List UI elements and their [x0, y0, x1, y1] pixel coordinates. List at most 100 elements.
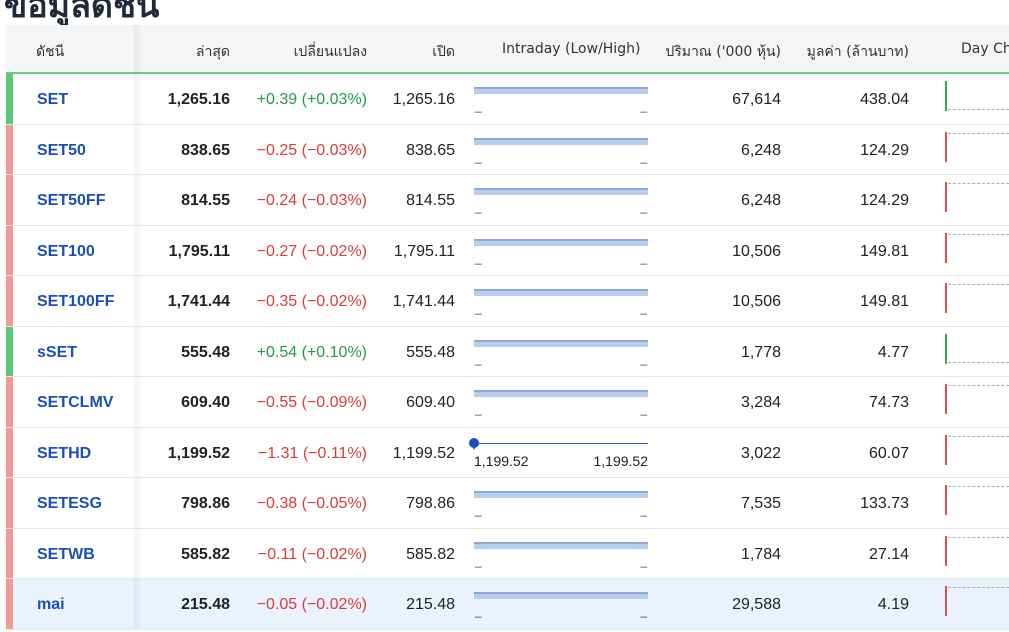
day-chart-line	[945, 232, 947, 263]
price-change: −0.11 (−0.02%)	[257, 545, 367, 563]
volume-value: 10,506	[732, 242, 781, 260]
column-header-open[interactable]: เปิด	[432, 44, 455, 60]
day-chart-baseline	[948, 183, 1009, 184]
sticky-column-shadow	[134, 276, 142, 326]
column-header-volume[interactable]: ปริมาณ ('000 หุ้น)	[665, 44, 781, 60]
day-chart-sparkline[interactable]	[945, 434, 1009, 467]
table-row[interactable]: sSET 555.48 +0.54 (+0.10%) 555.48 _ _ 1,…	[6, 326, 1009, 377]
sticky-column-shadow	[134, 25, 142, 74]
index-link[interactable]: SETCLMV	[37, 394, 114, 411]
volume-value: 3,284	[740, 394, 781, 411]
intraday-range: _ _	[474, 185, 648, 217]
table-row[interactable]: SET50 838.65 −0.25 (−0.03%) 838.65 _ _ 6…	[6, 124, 1009, 175]
intraday-range: _ _	[474, 539, 648, 571]
index-link[interactable]: SETWB	[37, 545, 95, 563]
day-chart-line	[945, 434, 947, 465]
index-link[interactable]: sSET	[37, 343, 78, 361]
column-header-intraday[interactable]: Intraday (Low/High)	[502, 41, 641, 57]
day-chart-line	[945, 384, 947, 414]
day-chart-sparkline[interactable]	[945, 283, 1009, 315]
trade-value: 124.29	[860, 141, 909, 159]
day-chart-sparkline[interactable]	[945, 535, 1009, 568]
day-chart-line	[945, 485, 947, 515]
day-chart-sparkline[interactable]	[945, 384, 1009, 416]
open-price: 609.40	[406, 394, 455, 411]
index-link[interactable]: SET50	[37, 141, 86, 159]
day-chart-sparkline[interactable]	[945, 232, 1009, 265]
intraday-marker-icon	[469, 437, 479, 450]
table-row[interactable]: SETHD 1,199.52 −1.31 (−0.11%) 1,199.52 1…	[6, 427, 1009, 478]
trend-indicator	[6, 579, 13, 629]
intraday-low: _	[475, 149, 482, 164]
table-body: SET 1,265.16 +0.39 (+0.03%) 1,265.16 _ _…	[6, 74, 1009, 630]
intraday-range-bar	[474, 289, 648, 296]
trade-value: 74.73	[868, 394, 909, 411]
index-link[interactable]: SET100	[37, 242, 95, 260]
day-chart-sparkline[interactable]	[945, 131, 1009, 164]
day-chart-sparkline[interactable]	[945, 81, 1009, 113]
sticky-column-shadow	[134, 124, 142, 174]
page-title: ข้อมูลดัชนี	[4, 0, 160, 26]
intraday-high: _	[640, 402, 647, 416]
intraday-range-bar	[474, 238, 648, 246]
table-row[interactable]: SET100FF 1,741.44 −0.35 (−0.02%) 1,741.4…	[6, 276, 1009, 327]
column-header-value[interactable]: มูลค่า (ล้านบาท)	[806, 44, 909, 60]
volume-value: 7,535	[740, 495, 781, 512]
table-row[interactable]: SET 1,265.16 +0.39 (+0.03%) 1,265.16 _ _…	[6, 74, 1009, 125]
table-row[interactable]: mai 215.48 −0.05 (−0.02%) 215.48 _ _ 29,…	[6, 579, 1009, 630]
volume-value: 29,588	[732, 596, 781, 613]
index-link[interactable]: SET50FF	[37, 192, 106, 209]
column-header-index[interactable]: ดัชนี	[36, 44, 65, 60]
intraday-high: _	[640, 301, 647, 315]
last-price: 1,795.11	[168, 242, 230, 260]
intraday-high: _	[640, 553, 647, 568]
last-price: 798.86	[181, 495, 230, 512]
table-row[interactable]: SETCLMV 609.40 −0.55 (−0.09%) 609.40 _ _…	[6, 377, 1009, 428]
table-row[interactable]: SETESG 798.86 −0.38 (−0.05%) 798.86 _ _ …	[6, 478, 1009, 529]
last-price: 609.40	[181, 394, 230, 411]
intraday-range: _ _	[474, 135, 648, 167]
trend-indicator	[6, 478, 13, 528]
trade-value: 149.81	[860, 293, 909, 310]
day-chart-baseline	[948, 486, 1009, 487]
day-chart-sparkline[interactable]	[945, 485, 1009, 517]
day-chart-baseline	[948, 435, 1009, 437]
day-chart-sparkline[interactable]	[945, 333, 1009, 366]
price-change: −0.38 (−0.05%)	[256, 495, 367, 512]
column-header-last[interactable]: ล่าสุด	[195, 44, 230, 60]
open-price: 1,741.44	[392, 293, 455, 310]
trend-indicator	[6, 175, 13, 225]
trade-value: 4.19	[877, 596, 909, 613]
intraday-range: _ _	[474, 84, 648, 116]
sticky-column-shadow	[134, 528, 142, 578]
index-link[interactable]: SET	[37, 91, 69, 108]
open-price: 798.86	[406, 495, 455, 512]
sticky-column-shadow	[134, 74, 142, 124]
intraday-high: _	[640, 250, 647, 265]
intraday-range: 1,199.52 1,199.52	[469, 437, 648, 470]
intraday-high: _	[640, 503, 647, 517]
table-row[interactable]: SET50FF 814.55 −0.24 (−0.03%) 814.55 _ _…	[6, 175, 1009, 226]
sticky-column-shadow	[134, 377, 142, 427]
price-change: +0.54 (+0.10%)	[256, 343, 367, 361]
price-change: −1.31 (−0.11%)	[257, 444, 367, 462]
intraday-high: _	[640, 200, 647, 214]
price-change: −0.05 (−0.02%)	[256, 596, 367, 613]
volume-value: 1,784	[740, 545, 781, 563]
index-link[interactable]: SETHD	[37, 444, 92, 462]
index-link[interactable]: mai	[37, 596, 65, 613]
table-row[interactable]: SETWB 585.82 −0.11 (−0.02%) 585.82 _ _ 1…	[6, 528, 1009, 579]
trend-indicator	[6, 427, 13, 477]
intraday-low: _	[475, 351, 482, 366]
last-price: 814.55	[181, 192, 230, 209]
intraday-range-bar	[474, 188, 648, 195]
day-chart-sparkline[interactable]	[945, 586, 1009, 618]
index-link[interactable]: SET100FF	[37, 293, 115, 310]
intraday-low: _	[475, 99, 482, 113]
column-header-change[interactable]: เปลี่ยนแปลง	[293, 44, 367, 60]
intraday-low: _	[475, 200, 482, 214]
day-chart-line	[945, 182, 947, 212]
index-link[interactable]: SETESG	[37, 495, 102, 512]
table-row[interactable]: SET100 1,795.11 −0.27 (−0.02%) 1,795.11 …	[6, 225, 1009, 276]
day-chart-sparkline[interactable]	[945, 182, 1009, 214]
